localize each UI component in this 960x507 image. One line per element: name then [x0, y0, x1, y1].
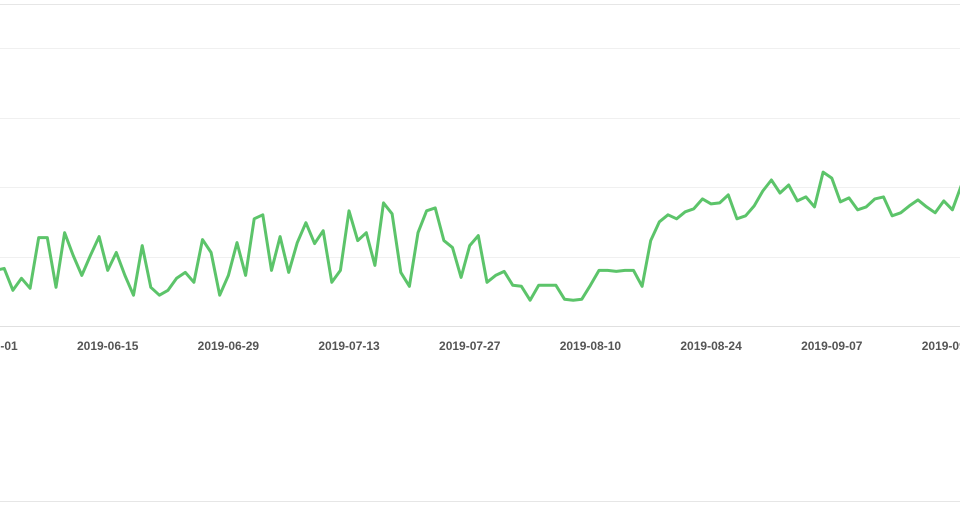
x-tick-label: 2019-06-29	[198, 339, 260, 353]
x-tick-label: 2019-09-07	[801, 339, 863, 353]
x-tick-label: 2019-06-01	[0, 339, 18, 353]
x-tick-label: 2019-08-10	[560, 339, 622, 353]
x-tick-label: 2019-07-13	[318, 339, 380, 353]
x-tick-label: 2019-06-15	[77, 339, 139, 353]
x-tick-label: 2019-08-24	[680, 339, 742, 353]
x-tick-label: 2019-07-27	[439, 339, 501, 353]
line-series	[0, 170, 960, 302]
x-tick-label: 2019-09-21	[922, 339, 960, 353]
